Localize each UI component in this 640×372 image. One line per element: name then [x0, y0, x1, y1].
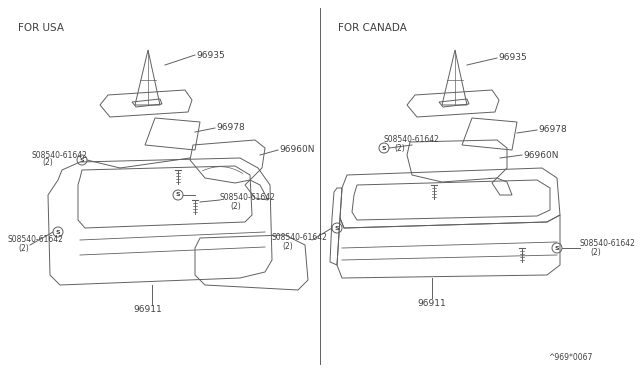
- Text: 96978: 96978: [538, 125, 567, 135]
- Text: (2): (2): [230, 202, 241, 211]
- Text: S08540-61642: S08540-61642: [580, 240, 636, 248]
- Text: (2): (2): [18, 244, 29, 253]
- Text: S08540-61642: S08540-61642: [32, 151, 88, 160]
- Text: (2): (2): [394, 144, 404, 154]
- Text: ^969*0067: ^969*0067: [548, 353, 593, 362]
- Text: S08540-61642: S08540-61642: [384, 135, 440, 144]
- Text: 96960N: 96960N: [279, 145, 314, 154]
- Text: S: S: [555, 246, 559, 250]
- Text: (2): (2): [42, 158, 52, 167]
- Text: FOR USA: FOR USA: [18, 23, 64, 33]
- Text: FOR CANADA: FOR CANADA: [338, 23, 407, 33]
- Text: 96911: 96911: [133, 305, 162, 314]
- Text: S08540-61642: S08540-61642: [220, 192, 276, 202]
- Text: 96935: 96935: [498, 54, 527, 62]
- Text: 96911: 96911: [417, 298, 445, 308]
- Text: (2): (2): [282, 243, 292, 251]
- Text: S08540-61642: S08540-61642: [272, 234, 328, 243]
- Text: S08540-61642: S08540-61642: [8, 235, 64, 244]
- Text: (2): (2): [590, 248, 601, 257]
- Text: S: S: [80, 157, 84, 163]
- Text: S: S: [176, 192, 180, 198]
- Text: 96960N: 96960N: [523, 151, 559, 160]
- Text: S: S: [335, 225, 339, 231]
- Text: 96978: 96978: [216, 124, 244, 132]
- Text: S: S: [381, 145, 387, 151]
- Text: 96935: 96935: [196, 51, 225, 60]
- Text: S: S: [56, 230, 60, 234]
